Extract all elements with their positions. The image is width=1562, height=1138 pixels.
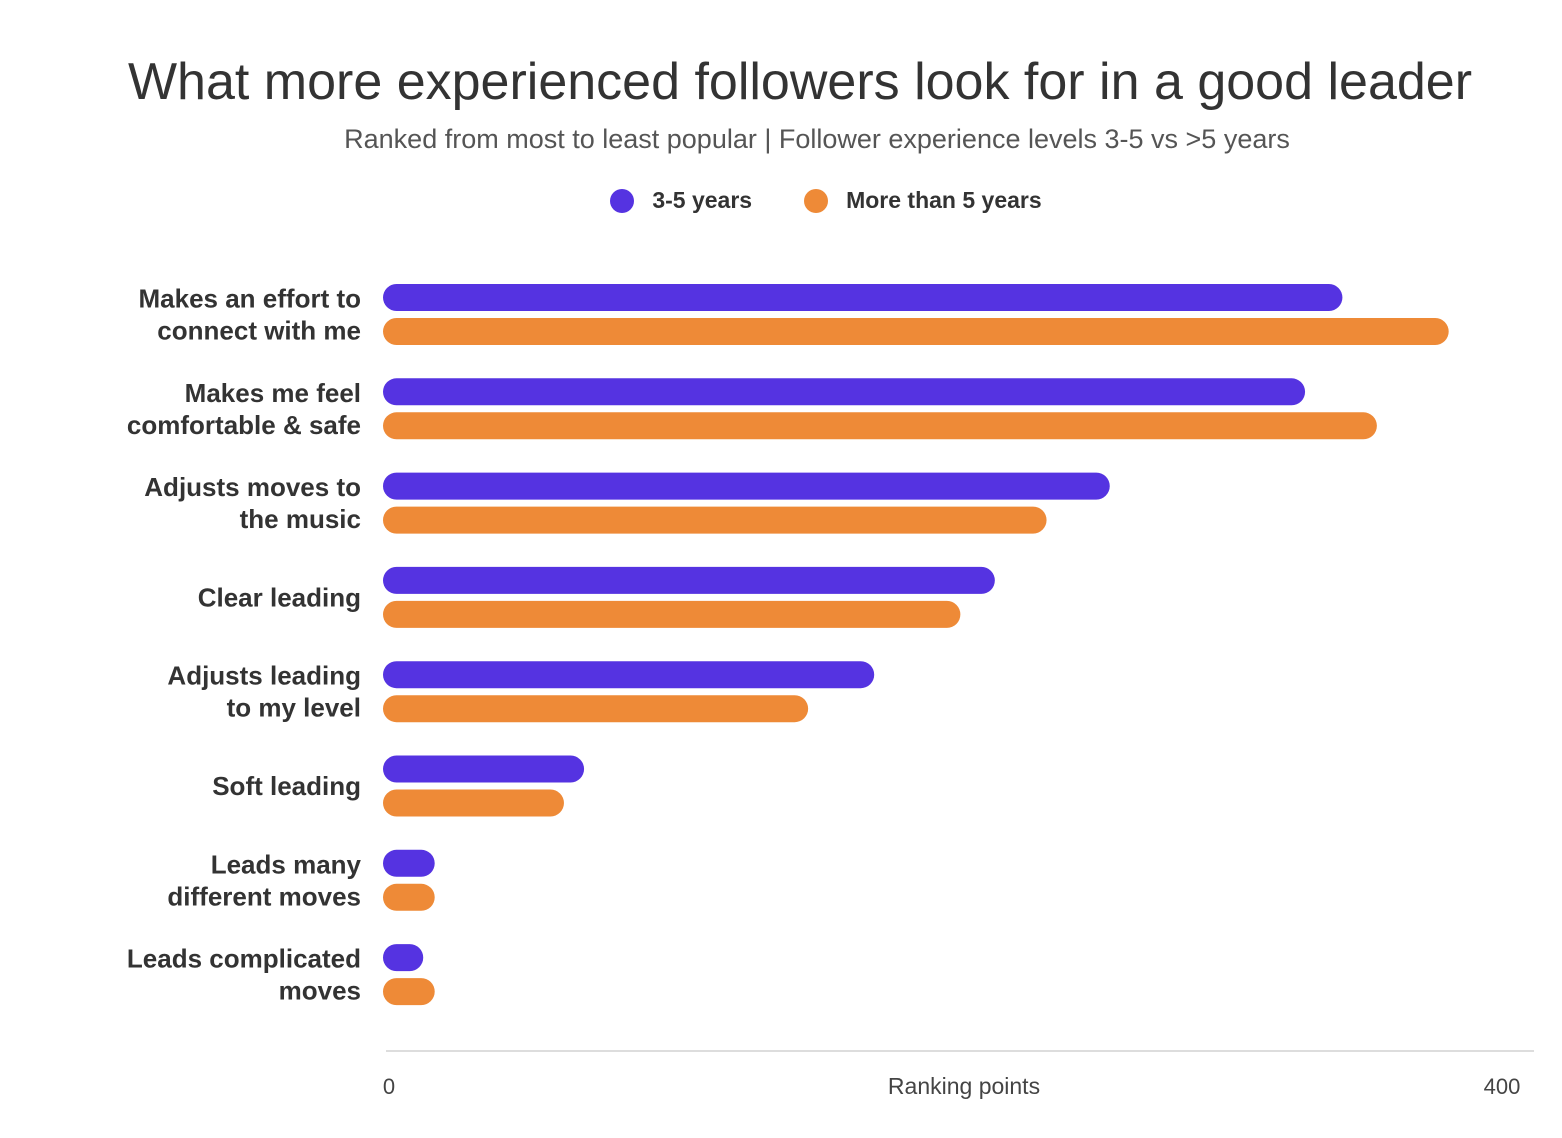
bar-more-than-5-years-3 — [383, 600, 961, 628]
bar-3-5-years-6 — [383, 849, 435, 877]
bar-3-5-years-1 — [383, 378, 1306, 406]
category-label-line: comfortable & safe — [127, 410, 361, 440]
category-label-line: moves — [279, 976, 361, 1006]
bar-3-5-years-5 — [383, 755, 585, 783]
legend-label-3-5-years: 3-5 years — [652, 187, 753, 213]
bar-3-5-years-2 — [383, 472, 1110, 500]
category-label-line: to my level — [227, 693, 361, 723]
bar-more-than-5-years-6 — [383, 883, 435, 911]
category-label-4: Adjusts leading to my level — [167, 661, 361, 723]
bar-3-5-years-3 — [383, 566, 995, 594]
x-tick-label-0: 0 — [383, 1074, 395, 1099]
bar-more-than-5-years-2 — [383, 506, 1047, 534]
bar-more-than-5-years-1 — [383, 412, 1377, 440]
category-label-line: Leads complicated — [127, 944, 361, 974]
category-label-3: Clear leading — [198, 582, 361, 612]
bar-more-than-5-years-7 — [383, 978, 435, 1006]
category-label-line: Leads many — [211, 849, 362, 879]
bar-3-5-years-4 — [383, 661, 875, 689]
bar-more-than-5-years-0 — [383, 318, 1449, 345]
legend-swatch-more-than-5-years — [804, 188, 829, 213]
x-tick-label-400: 400 — [1484, 1074, 1521, 1099]
legend-swatch-3-5-years — [610, 188, 635, 213]
chart-title: What more experienced followers look for… — [127, 53, 1473, 111]
category-label-0: Makes an effort to connect with me — [139, 284, 362, 346]
bar-more-than-5-years-4 — [383, 695, 809, 723]
bar-more-than-5-years-5 — [383, 789, 564, 817]
category-label-line: Makes me feel — [185, 378, 361, 408]
legend: 3-5 years More than 5 years — [0, 187, 1562, 214]
legend-item-3-5-years: 3-5 years — [610, 187, 752, 214]
x-axis-title: Ranking points — [888, 1073, 1040, 1099]
legend-label-more-than-5-years: More than 5 years — [846, 187, 1042, 213]
category-label-line: Clear leading — [198, 582, 361, 612]
category-label-7: Leads complicated moves — [127, 944, 361, 1006]
category-label-line: different moves — [167, 881, 361, 911]
category-label-line: Adjusts leading — [167, 661, 361, 691]
bar-3-5-years-7 — [383, 944, 424, 972]
category-label-2: Adjusts moves to the music — [144, 472, 361, 534]
category-label-line: connect with me — [157, 316, 361, 346]
category-label-line: Soft leading — [212, 771, 361, 801]
chart-subtitle: Ranked from most to least popular | Foll… — [344, 124, 1290, 154]
category-label-6: Leads many different moves — [167, 849, 361, 911]
legend-item-more-than-5-years: More than 5 years — [804, 187, 1042, 214]
bar-3-5-years-0 — [383, 284, 1343, 311]
category-label-5: Soft leading — [212, 771, 361, 801]
category-label-line: Makes an effort to — [139, 284, 362, 314]
category-label-1: Makes me feel comfortable & safe — [127, 378, 361, 440]
category-label-line: the music — [240, 504, 361, 534]
category-label-line: Adjusts moves to — [144, 472, 361, 502]
